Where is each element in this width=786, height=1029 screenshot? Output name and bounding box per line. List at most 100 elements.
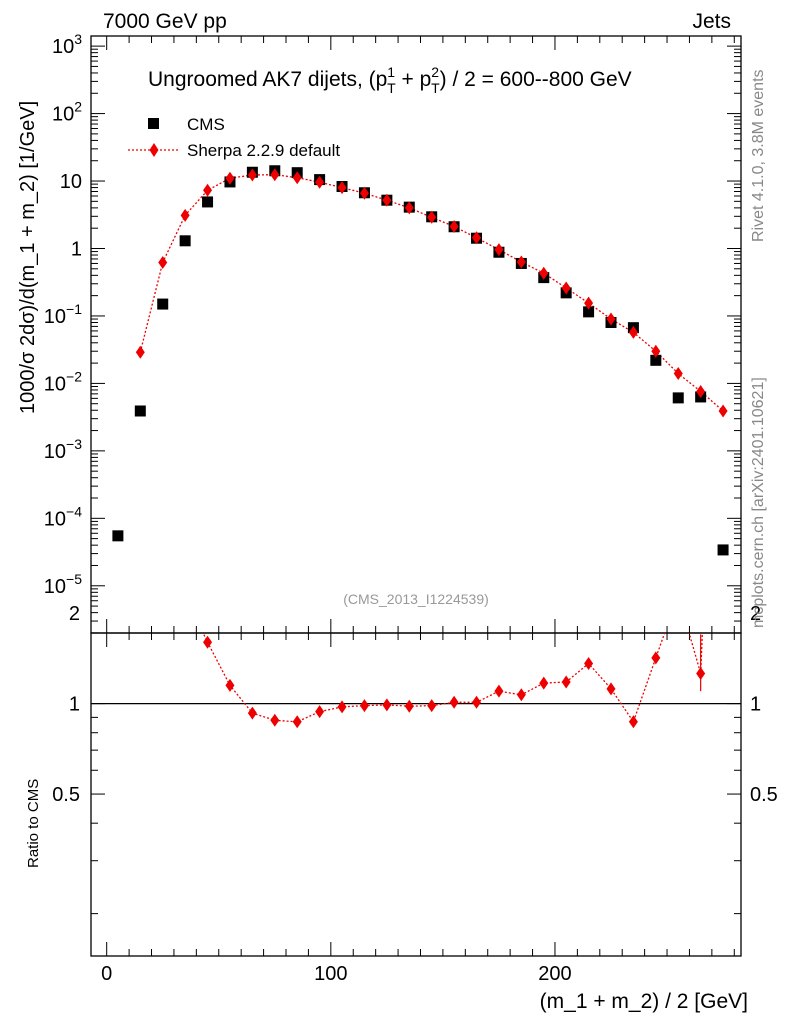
main-marks — [112, 165, 729, 556]
sherpa-point — [673, 367, 683, 381]
ratio-tick-label-right: 0.5 — [750, 784, 778, 806]
sherpa-point — [158, 255, 168, 269]
ratio-series — [181, 588, 706, 729]
ratio-point — [337, 700, 347, 714]
cms-point — [202, 196, 214, 208]
sherpa-point — [135, 345, 145, 359]
ratio-point — [561, 675, 571, 689]
title-main: Ungroomed AK7 dijets, (p — [148, 68, 387, 91]
ratio-point — [292, 715, 302, 729]
title-sub1: T — [387, 80, 396, 96]
legend-sherpa-label: Sherpa 2.2.9 default — [187, 141, 340, 160]
y-tick-label: 10 — [60, 171, 82, 193]
cms-point — [583, 306, 595, 318]
x-tick-label: 100 — [314, 963, 347, 985]
y-tick-label: 1 — [71, 238, 82, 260]
ratio-tick-label-right: 1 — [750, 694, 761, 716]
ratio-point — [696, 666, 706, 680]
sherpa-point — [427, 210, 437, 224]
ratio-point — [449, 695, 459, 709]
ratio-point — [628, 715, 638, 729]
cms-point — [157, 298, 169, 310]
sherpa-point — [270, 168, 280, 182]
sherpa-point — [404, 201, 414, 215]
sherpa-point — [606, 312, 616, 326]
sherpa-point — [203, 183, 213, 197]
sherpa-point — [696, 384, 706, 398]
sherpa-point — [539, 266, 549, 280]
y-tick-label: 103 — [52, 31, 82, 58]
analysis-id: (CMS_2013_I1224539) — [343, 591, 489, 607]
ratio-point — [315, 705, 325, 719]
ratio-point — [404, 699, 414, 713]
legend: CMS Sherpa 2.2.9 default — [128, 115, 340, 160]
y-tick-label: 10−5 — [44, 571, 82, 598]
ratio-point — [382, 698, 392, 712]
ratio-point — [247, 706, 257, 720]
sherpa-point — [718, 404, 728, 418]
sherpa-point — [315, 175, 325, 189]
ratio-tick-label: 1 — [69, 694, 80, 716]
ratio-point — [427, 699, 437, 713]
sherpa-point — [651, 344, 661, 358]
ratio-axis-label: Ratio to CMS — [25, 779, 42, 868]
header-right: Jets — [692, 10, 731, 33]
sherpa-point — [472, 231, 482, 245]
sherpa-point — [180, 208, 190, 222]
cms-point — [717, 544, 729, 556]
side-label-rivet: Rivet 4.1.0, 3.8M events — [750, 69, 767, 242]
ratio-line — [202, 633, 704, 724]
side-label-mcplots: mcplots.cern.ch [arXiv:2401.10621] — [750, 377, 767, 628]
ratio-point — [225, 678, 235, 692]
legend-cms-marker — [148, 118, 159, 129]
title-sup2: 2 — [431, 64, 439, 80]
header-left: 7000 GeV pp — [103, 10, 227, 33]
ratio-point — [203, 635, 213, 649]
ratio-tick-label: 0.5 — [52, 784, 80, 806]
ratio-point — [494, 684, 504, 698]
sherpa-point — [359, 186, 369, 200]
ratio-point — [584, 656, 594, 670]
cms-point — [112, 530, 124, 542]
legend-cms-label: CMS — [187, 115, 225, 134]
y-tick-label: 10−2 — [44, 368, 82, 395]
sherpa-point — [584, 296, 594, 310]
sherpa-point — [628, 325, 638, 339]
cms-point — [179, 235, 191, 247]
cms-point — [134, 405, 146, 417]
sherpa-point — [292, 171, 302, 185]
ratio-panel-frame — [90, 632, 742, 957]
sherpa-point — [337, 181, 347, 195]
y-tick-label: 10−1 — [44, 301, 82, 328]
sherpa-line — [139, 174, 724, 412]
chart-title: Ungroomed AK7 dijets, (p1 T + p2 T) / 2 = … — [148, 64, 632, 96]
sherpa-point — [449, 219, 459, 233]
ratio-point — [606, 682, 616, 696]
x-tick-label: 0 — [101, 963, 112, 985]
ratio-point — [359, 699, 369, 713]
ratio-axes: 0 100 200 2 2 1 1 0.5 0.5 — [52, 603, 778, 985]
ratio-tick-label-right: 2 — [750, 603, 761, 625]
title-mid: + p — [396, 68, 432, 91]
sherpa-point — [382, 193, 392, 207]
y-tick-label: 10−4 — [44, 503, 82, 530]
ratio-point — [674, 588, 683, 601]
x-axis-label: (m_1 + m_2) / 2 [GeV] — [540, 990, 748, 1013]
title-sub2: T — [431, 80, 440, 96]
ratio-point — [181, 588, 190, 601]
ratio-point — [651, 651, 661, 665]
x-tick-label: 200 — [538, 963, 571, 985]
cms-point — [650, 354, 662, 366]
title-sup1: 1 — [387, 64, 395, 80]
ratio-tick-label: 2 — [69, 603, 80, 625]
y-axis-label: 1000/σ 2dσ)/d(m_1 + m_2) [1/GeV] — [17, 101, 39, 414]
legend-sherpa-marker — [149, 143, 159, 157]
title-end: ) / 2 = 600--800 GeV — [440, 68, 632, 91]
ratio-point — [516, 688, 526, 702]
sherpa-point — [494, 243, 504, 257]
ratio-marks — [181, 588, 706, 729]
sherpa-point — [247, 168, 257, 182]
cms-point — [672, 392, 684, 404]
